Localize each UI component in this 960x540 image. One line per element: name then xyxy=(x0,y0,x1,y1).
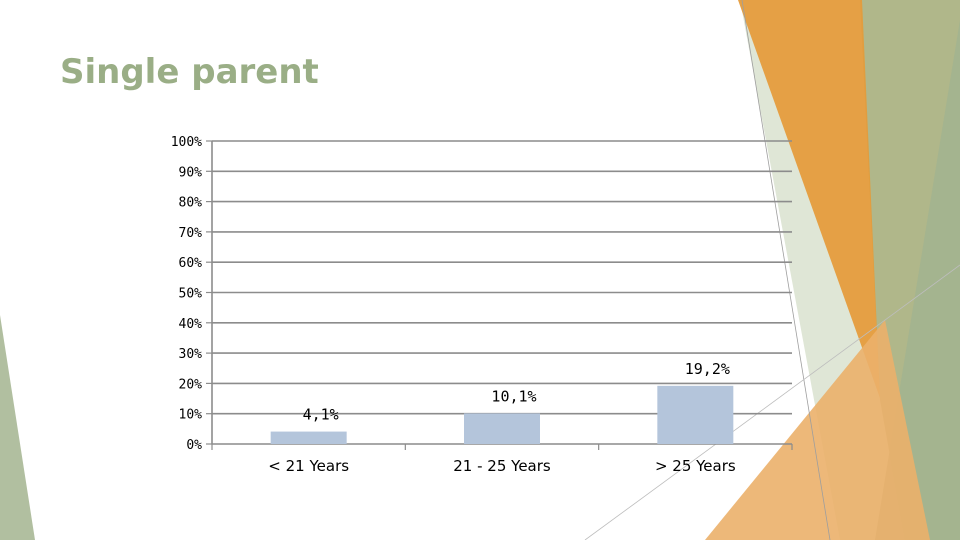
data-label: 4,1% xyxy=(303,406,339,424)
bar xyxy=(464,413,540,444)
bar xyxy=(657,385,734,444)
y-tick-label: 10% xyxy=(179,408,203,423)
y-tick-label: 0% xyxy=(186,438,202,453)
thin-diagonal-line-1 xyxy=(741,0,831,540)
data-label: 19,2% xyxy=(685,360,730,378)
y-tick-label: 20% xyxy=(179,377,203,392)
left-green-sliver xyxy=(0,315,35,540)
y-tick-label: 50% xyxy=(179,287,203,302)
right-orange-ribbon xyxy=(738,0,880,398)
x-category-label: > 25 Years xyxy=(655,457,736,475)
x-category-label: < 21 Years xyxy=(268,457,349,475)
y-tick-label: 70% xyxy=(179,226,203,241)
y-tick-label: 100% xyxy=(171,135,202,150)
x-category-label: 21 - 25 Years xyxy=(453,457,551,475)
y-tick-label: 90% xyxy=(179,165,203,180)
bottom-orange-triangle xyxy=(705,320,930,540)
y-tick-label: 40% xyxy=(179,317,203,332)
y-tick-label: 30% xyxy=(179,347,203,362)
thin-diagonal-line-2 xyxy=(584,264,960,540)
slide-title: Single parent xyxy=(60,52,319,92)
bar xyxy=(270,431,347,444)
y-tick-label: 80% xyxy=(179,196,203,211)
y-tick-label: 60% xyxy=(179,256,203,271)
data-label: 10,1% xyxy=(491,387,536,405)
